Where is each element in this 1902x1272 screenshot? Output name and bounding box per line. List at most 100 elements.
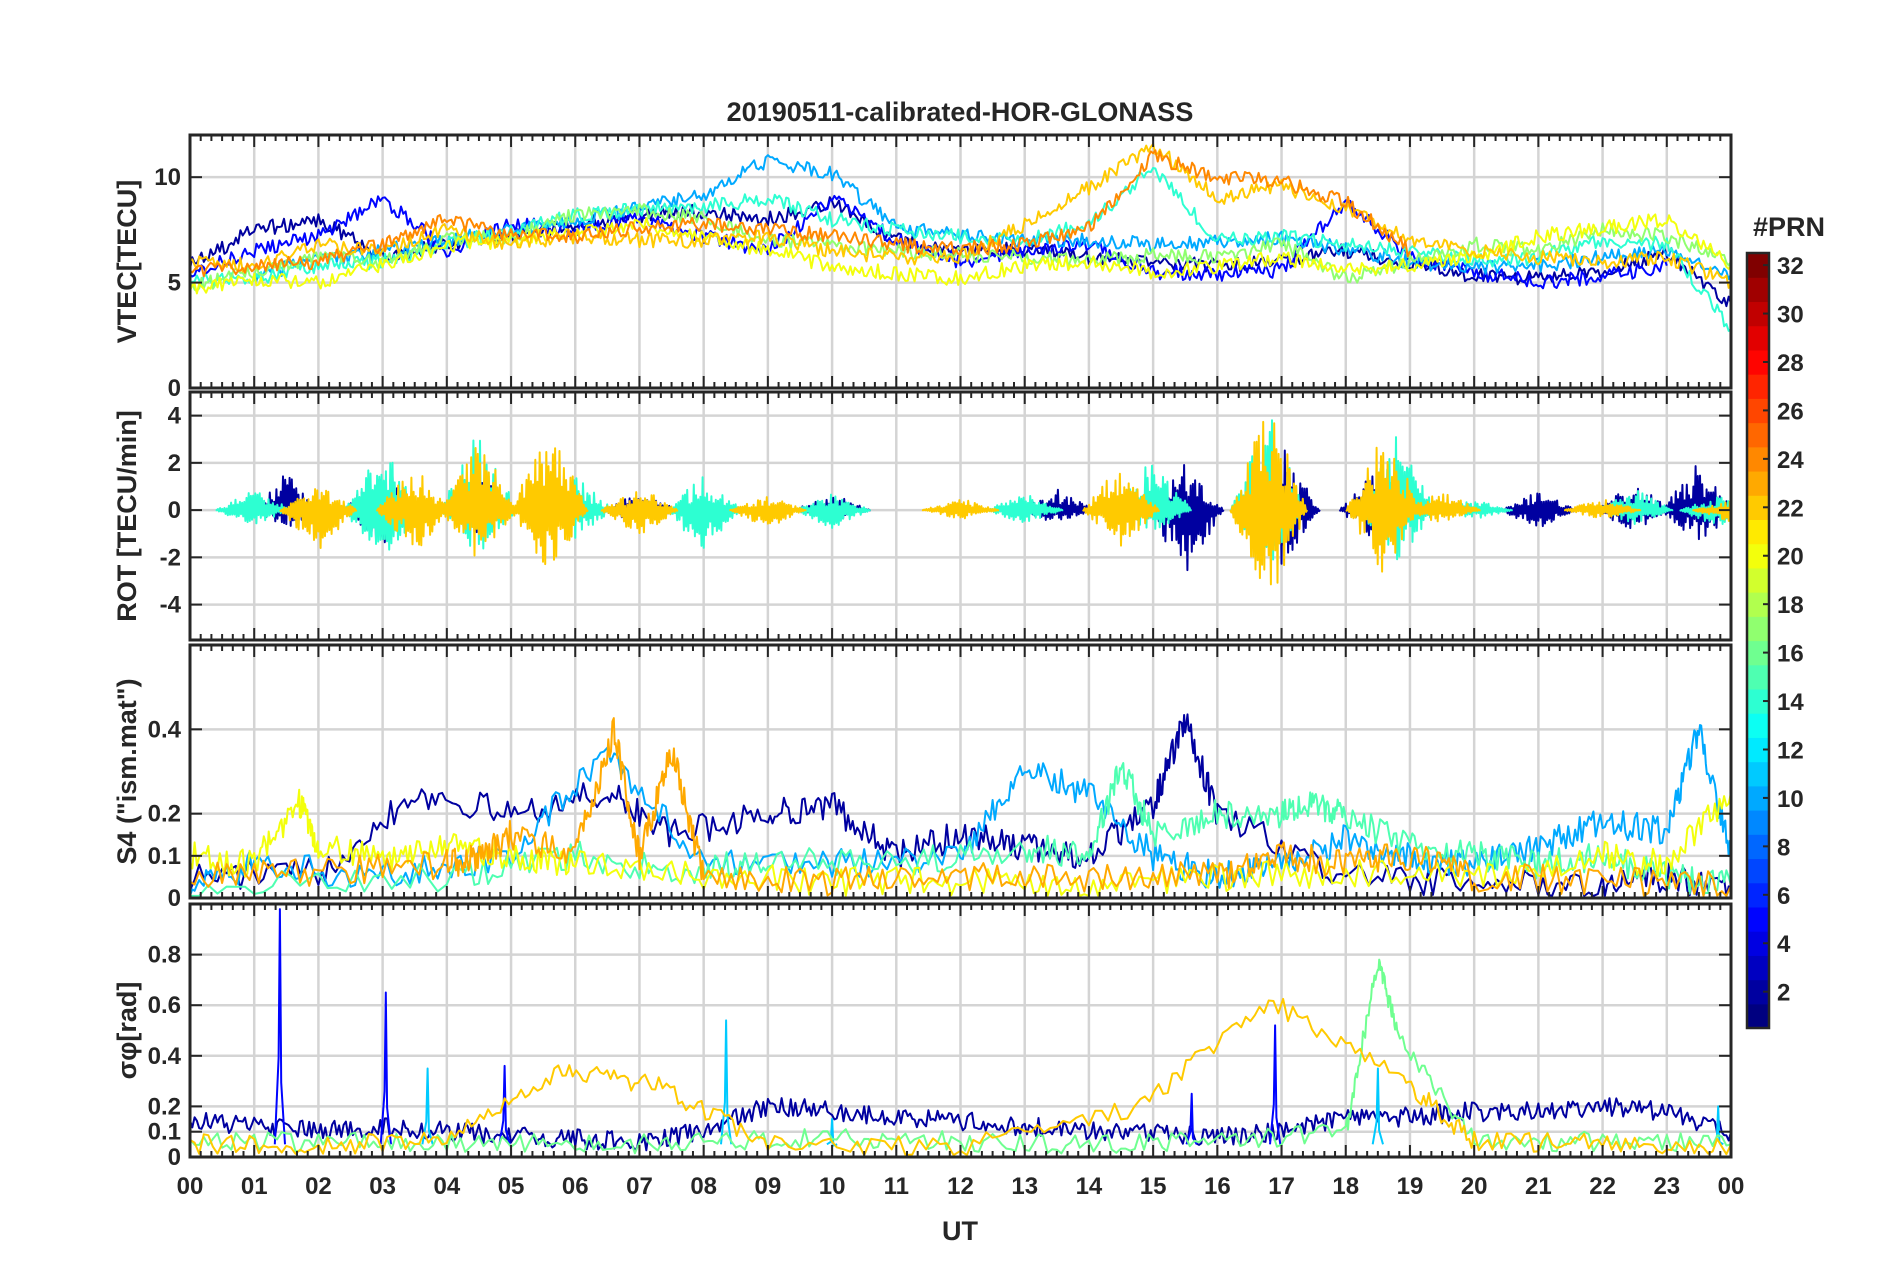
x-tick-label: 16 — [1204, 1173, 1231, 1200]
series-line-prn-5 — [273, 908, 1282, 1145]
x-tick-label: 08 — [690, 1173, 717, 1200]
x-tick-label: 11 — [884, 1173, 909, 1200]
colorbar-tick-label: 28 — [1777, 350, 1804, 377]
y-tick-label: 0.2 — [148, 1093, 181, 1120]
y-tick-label: 0.4 — [148, 716, 182, 743]
x-axis-label: UT — [942, 1216, 978, 1246]
colorbar-segment — [1747, 640, 1769, 666]
series-group — [190, 713, 1731, 897]
series-line-prn-16 — [190, 958, 1731, 1155]
x-tick-label: 18 — [1332, 1173, 1359, 1200]
colorbar-segment — [1747, 761, 1769, 787]
colorbar-segment — [1747, 325, 1769, 351]
colorbar-segment — [1747, 858, 1769, 884]
x-tick-label: 00 — [177, 1173, 204, 1200]
series-line-prn-20 — [190, 213, 1731, 295]
colorbar-segment — [1747, 931, 1769, 956]
series-line-prn-2 — [190, 1097, 1731, 1152]
colorbar-tick-label: 24 — [1777, 447, 1804, 474]
colorbar-tick-label: 32 — [1777, 253, 1804, 280]
y-tick-label: 0.8 — [148, 942, 181, 969]
colorbar-tick-label: 22 — [1777, 495, 1804, 522]
x-axis: 00 01 02 03 04 05 06 07 08 09 10 11 12 13 14 15 16 17 18 19… — [177, 1173, 1745, 1200]
y-tick-label: 0 — [168, 1144, 181, 1171]
colorbar-segment — [1747, 1003, 1769, 1029]
series-line-prn-2 — [190, 713, 1731, 897]
panel-sigma_phi: 00.10.2 0.4 0.6 0.8σφ[rad] — [112, 902, 1733, 1171]
x-tick-label: 19 — [1397, 1173, 1424, 1200]
y-axis-label: VTEC[TECU] — [112, 180, 142, 344]
colorbar-tick-label: 30 — [1777, 302, 1804, 329]
colorbar-segment — [1747, 398, 1769, 424]
colorbar-segment — [1747, 810, 1769, 835]
colorbar-segment — [1747, 616, 1769, 642]
grid-lines — [190, 904, 1731, 1157]
y-axis-label: S4 ("ism.mat") — [112, 678, 142, 864]
colorbar-tick-label: 14 — [1777, 689, 1804, 716]
y-tick-label: -2 — [160, 544, 181, 571]
y-tick-label: 0.2 — [148, 801, 181, 828]
x-tick-label: 23 — [1653, 1173, 1680, 1200]
minor-ticks — [189, 645, 1732, 899]
colorbar-segment — [1747, 737, 1769, 763]
series-line-prn-17 — [190, 203, 1731, 293]
x-tick-label: 05 — [498, 1173, 525, 1200]
colorbar-tick-label: 12 — [1777, 737, 1804, 764]
colorbar-tick-label: 26 — [1777, 398, 1804, 425]
y-axis-label: σφ[rad] — [112, 982, 142, 1080]
colorbar-segment — [1747, 664, 1769, 690]
x-tick-label: 21 — [1525, 1173, 1552, 1200]
colorbar-title: #PRN — [1753, 212, 1825, 242]
colorbar-frame — [1745, 251, 1771, 1030]
minor-ticks — [189, 135, 1732, 389]
colorbar-segment — [1747, 374, 1769, 399]
colorbar-segment — [1747, 785, 1769, 811]
x-tick-label: 13 — [1011, 1173, 1038, 1200]
series-line-prn-24 — [190, 149, 1411, 278]
colorbar-tick-label: 16 — [1777, 641, 1804, 668]
x-tick-label: 04 — [433, 1173, 460, 1200]
x-tick-label: 02 — [305, 1173, 332, 1200]
colorbar-tick-label: 20 — [1777, 544, 1804, 571]
minor-ticks — [189, 904, 1732, 1158]
x-tick-label: 00 — [1718, 1173, 1745, 1200]
colorbar-tick-label: 8 — [1777, 834, 1790, 861]
x-tick-label: 20 — [1461, 1173, 1488, 1200]
x-tick-label: 15 — [1140, 1173, 1167, 1200]
y-tick-label: 0 — [168, 885, 181, 912]
x-tick-label: 10 — [819, 1173, 846, 1200]
colorbar-segment — [1747, 979, 1769, 1005]
panel-s4: 0 0.1 0.2 0.4S4 ("ism.mat") — [112, 643, 1733, 912]
series-line-prn-10 — [190, 724, 1731, 896]
colorbar-segment — [1747, 688, 1769, 714]
colorbar-segment — [1747, 422, 1769, 448]
y-tick-label: 5 — [168, 270, 181, 297]
colorbar-segment — [1747, 592, 1769, 617]
y-tick-label: 0.6 — [148, 992, 181, 1019]
series-line-prn-23 — [190, 717, 1731, 897]
colorbar-segment — [1747, 253, 1769, 278]
colorbar-segment — [1747, 882, 1769, 908]
colorbar-segment — [1747, 543, 1769, 569]
y-tick-label: 0 — [168, 497, 181, 524]
colorbar-tick-label: 6 — [1777, 883, 1790, 910]
colorbar-segment — [1747, 567, 1769, 593]
y-tick-label: 10 — [154, 164, 181, 191]
y-tick-label: 4 — [168, 403, 182, 430]
x-tick-label: 07 — [626, 1173, 653, 1200]
colorbar-segment — [1747, 955, 1769, 981]
colorbar-segment — [1747, 301, 1769, 327]
y-tick-label: 0.4 — [148, 1043, 182, 1070]
colorbar-tick-label: 10 — [1777, 786, 1804, 813]
panel-rot: -4 -2 0 2 4 ROT [TECU/min] — [112, 390, 1733, 642]
series-line-prn-11 — [421, 1019, 1724, 1147]
series-group — [215, 419, 1731, 586]
colorbar-segment — [1747, 834, 1769, 860]
y-tick-label: 2 — [168, 450, 181, 477]
colorbar-tick-label: 18 — [1777, 592, 1804, 619]
colorbar-segment — [1747, 519, 1769, 545]
x-tick-label: 14 — [1076, 1173, 1103, 1200]
chart-title: 20190511-calibrated-HOR-GLONASS — [727, 97, 1194, 127]
